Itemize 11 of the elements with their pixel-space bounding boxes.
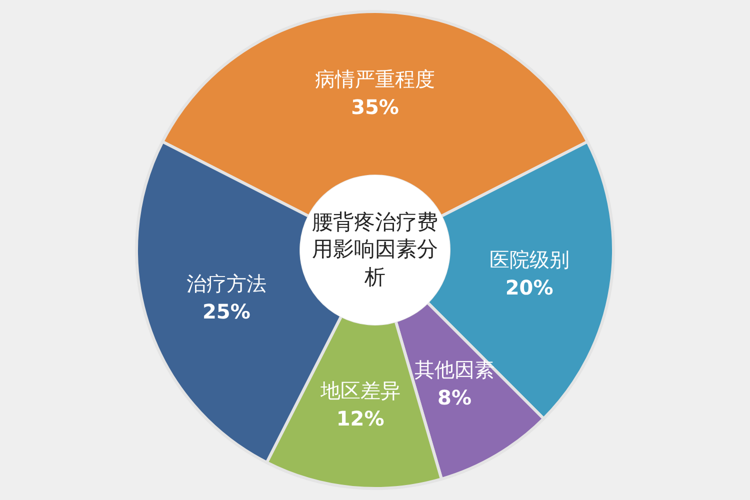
text: 腰背疼治疗费用影响因素分析 <box>300 175 450 325</box>
slice-label: 病情严重程度 <box>315 66 435 91</box>
data-label: 20% <box>505 276 554 300</box>
data-label: 12% <box>336 406 384 431</box>
slice-label: 治疗方法 <box>186 271 266 296</box>
data-label: 25% <box>202 299 250 324</box>
data-label: 8% <box>438 386 472 410</box>
slice-label: 地区差异 <box>319 378 400 403</box>
slice-label: 医院级别 <box>489 248 570 272</box>
data-label: 35% <box>351 94 399 119</box>
slice-label: 其他因素 <box>414 358 495 382</box>
